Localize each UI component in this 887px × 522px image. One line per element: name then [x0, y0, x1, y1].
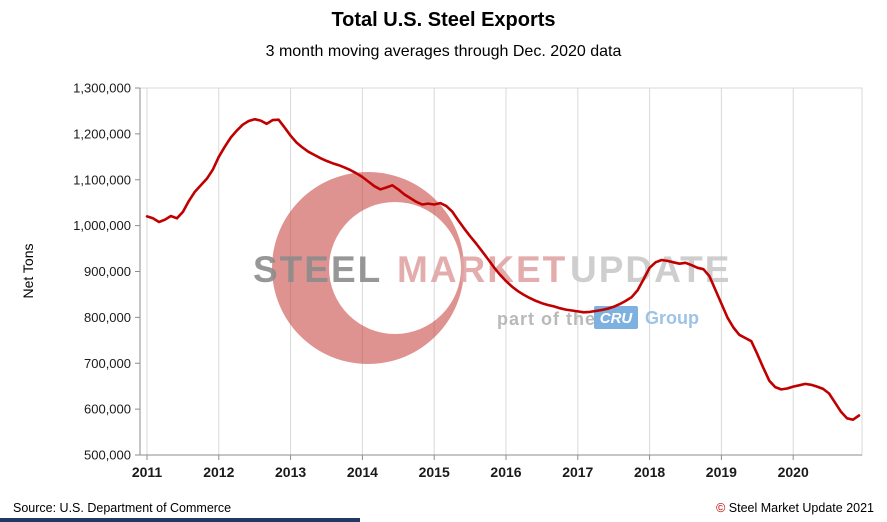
x-tick-label: 2012	[203, 464, 234, 480]
x-tick-label: 2018	[634, 464, 665, 480]
copyright-note: © Steel Market Update 2021	[716, 501, 874, 515]
watermark-part-of-the: part of the	[497, 309, 596, 329]
x-tick-label: 2013	[275, 464, 306, 480]
x-tick-label: 2020	[778, 464, 809, 480]
x-tick-label: 2019	[706, 464, 737, 480]
y-tick-label: 1,300,000	[73, 81, 131, 96]
y-tick-label: 1,100,000	[73, 172, 131, 187]
gridlines	[146, 88, 794, 455]
x-tick-label: 2014	[347, 464, 378, 480]
exports-line-series	[145, 117, 861, 421]
x-tick-label: 2017	[562, 464, 593, 480]
watermark-steel: STEEL	[253, 249, 382, 290]
page-title: Total U.S. Steel Exports	[331, 9, 556, 31]
x-tick-label: 2016	[490, 464, 521, 480]
watermark-cru: CRU	[600, 310, 634, 327]
cru-badge	[594, 306, 638, 329]
y-tick-label: 600,000	[84, 402, 131, 417]
smu-crescent-logo-icon	[272, 172, 464, 364]
y-tick-label: 800,000	[84, 310, 131, 325]
watermark-update: UPDATE	[570, 249, 731, 290]
source-note: Source: U.S. Department of Commerce	[13, 501, 232, 515]
watermark: STEEL MARKET UPDATE part of the CRU Group	[253, 172, 731, 364]
axis-ticks-and-labels: 500,000 600,000 700,000 800,000 900,000 1,000…	[73, 81, 809, 481]
y-tick-label: 1,200,000	[73, 126, 131, 141]
y-tick-label: 500,000	[84, 448, 131, 463]
y-tick-label: 700,000	[84, 356, 131, 371]
y-tick-label: 900,000	[84, 264, 131, 279]
copyright-text: Steel Market Update 2021	[725, 501, 874, 515]
chart-subtitle: 3 month moving averages through Dec. 202…	[265, 43, 622, 60]
footer-accent-bar	[0, 518, 360, 522]
y-tick-label: 1,000,000	[73, 218, 131, 233]
x-tick-label: 2011	[132, 464, 163, 480]
copyright-symbol: ©	[716, 501, 726, 515]
x-tick-label: 2015	[419, 464, 450, 480]
watermark-market: MARKET	[397, 249, 567, 290]
watermark-group: Group	[645, 308, 699, 328]
